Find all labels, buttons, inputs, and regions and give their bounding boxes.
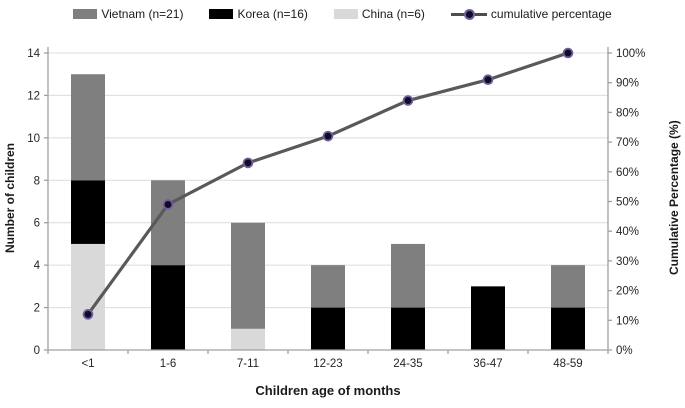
right-axis-title: Cumulative Percentage (%) [667, 120, 681, 276]
right-tick-label: 40% [616, 226, 639, 238]
bar-segment [231, 328, 265, 350]
left-tick-label: 0 [34, 345, 40, 357]
chart-legend: Vietnam (n=21) Korea (n=16) China (n=6) … [0, 3, 685, 25]
left-tick-label: 2 [34, 303, 40, 315]
line-point [242, 157, 254, 169]
left-axis-title: Number of children [3, 143, 17, 254]
right-tick-label: 0% [616, 345, 633, 357]
x-category-label: 36-47 [473, 358, 502, 370]
left-tick-label: 10 [27, 133, 40, 145]
x-category-label: 48-59 [553, 358, 582, 370]
line-point [322, 130, 334, 142]
bar-segment [471, 286, 505, 350]
bar-segment [71, 74, 105, 181]
legend-label-cumulative: cumulative percentage [490, 7, 612, 21]
left-tick-label: 12 [27, 90, 40, 102]
left-tick-label: 6 [34, 218, 40, 230]
bar-segment [391, 307, 425, 350]
legend-marker-dot-icon [463, 9, 475, 20]
right-tick-label: 30% [616, 256, 639, 268]
right-tick-label: 100% [616, 48, 645, 60]
left-tick-label: 14 [27, 48, 40, 60]
legend-label-korea: Korea (n=16) [237, 7, 308, 21]
right-tick-label: 60% [616, 167, 639, 179]
left-tick-label: 8 [34, 175, 40, 187]
right-tick-label: 10% [616, 315, 639, 327]
bar-segment [71, 180, 105, 244]
right-tick-label: 80% [616, 107, 639, 119]
bar-segment [231, 222, 265, 329]
legend-swatch-vietnam-icon [73, 9, 98, 19]
x-category-label: 12-23 [313, 358, 342, 370]
legend-item-korea: Korea (n=16) [209, 7, 308, 21]
right-tick-label: 50% [616, 197, 639, 209]
legend-swatch-korea-icon [209, 9, 234, 19]
legend-label-vietnam: Vietnam (n=21) [101, 7, 184, 21]
legend-label-china: China (n=6) [361, 7, 425, 21]
right-tick-label: 20% [616, 286, 639, 298]
legend-item-cumulative: cumulative percentage [450, 7, 612, 21]
x-category-label: 7-11 [237, 358, 259, 370]
line-point [562, 47, 574, 59]
legend-swatch-china-icon [333, 9, 358, 19]
line-point [482, 74, 494, 86]
x-category-label: 24-35 [393, 358, 422, 370]
line-point [82, 309, 94, 320]
legend-item-vietnam: Vietnam (n=21) [73, 7, 183, 21]
bar-segment [151, 265, 185, 350]
legend-item-china: China (n=6) [333, 7, 425, 21]
left-tick-label: 4 [34, 260, 41, 272]
x-axis-title: Children age of months [255, 383, 401, 398]
bar-segment [551, 307, 585, 350]
right-tick-label: 90% [616, 78, 639, 90]
bar-segment [311, 307, 345, 350]
bar-segment [391, 243, 425, 308]
legend-line-marker-icon [450, 8, 487, 20]
bar-segment [311, 265, 345, 308]
line-point [162, 199, 174, 210]
line-point [402, 95, 414, 106]
right-tick-label: 70% [616, 137, 639, 149]
x-category-label: <1 [81, 358, 94, 370]
bar-segment [551, 265, 585, 308]
x-category-label: 1-6 [160, 358, 177, 370]
